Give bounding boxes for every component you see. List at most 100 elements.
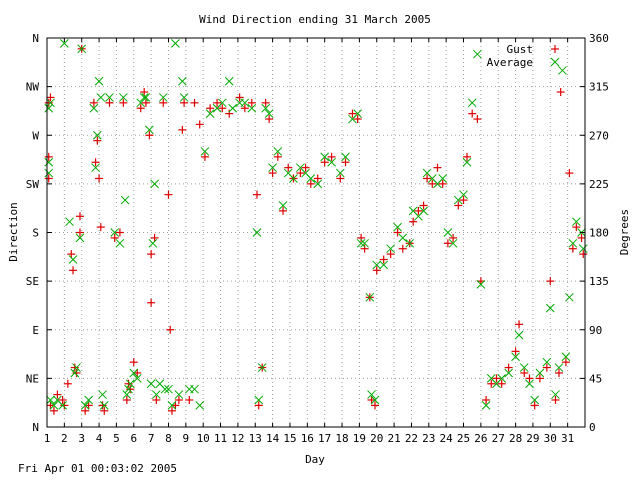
average-point xyxy=(98,390,107,399)
x-tick-label: 7 xyxy=(148,432,155,445)
average-point xyxy=(224,76,234,86)
x-tick-label: 6 xyxy=(130,432,137,445)
y-tick-label-right: 0 xyxy=(589,421,596,434)
gust-point xyxy=(301,163,310,172)
average-point xyxy=(341,152,350,162)
average-point xyxy=(146,379,156,389)
gust-point xyxy=(454,201,463,210)
legend-marker-average xyxy=(550,57,560,67)
average-point xyxy=(171,39,180,48)
average-point xyxy=(94,76,104,86)
average-point xyxy=(365,292,375,302)
gust-point xyxy=(247,98,256,107)
average-point xyxy=(568,238,578,248)
average-point xyxy=(68,255,78,264)
gust-point xyxy=(53,390,62,399)
gust-point xyxy=(190,98,199,107)
gust-point xyxy=(129,358,138,367)
gust-point xyxy=(313,174,322,183)
gust-point xyxy=(105,98,114,107)
gust-point xyxy=(200,152,209,161)
gust-point xyxy=(279,206,288,215)
average-point xyxy=(386,244,395,254)
average-point xyxy=(525,379,534,389)
average-point xyxy=(306,174,316,183)
gust-point xyxy=(296,169,305,178)
average-point xyxy=(44,168,54,178)
y-axis-label-left: Direction xyxy=(7,202,20,262)
y-tick-label-left: S xyxy=(32,227,39,240)
gust-point xyxy=(459,196,468,205)
average-point xyxy=(565,292,574,302)
legend-gust-symbol xyxy=(551,45,559,53)
gust-point xyxy=(261,98,270,107)
gust-point xyxy=(70,363,79,372)
x-tick-label: 10 xyxy=(197,432,210,445)
average-point xyxy=(519,363,529,372)
y-tick-label-left: E xyxy=(32,324,39,337)
average-point xyxy=(356,238,366,248)
gust-point xyxy=(218,104,227,113)
average-point xyxy=(571,217,581,227)
gust-point xyxy=(69,266,78,275)
x-tick-label: 18 xyxy=(335,432,348,445)
average-point xyxy=(367,390,376,399)
gust-point xyxy=(449,233,458,242)
legend-average-symbol xyxy=(550,57,560,67)
average-point xyxy=(542,357,552,367)
x-tick-label: 28 xyxy=(509,432,522,445)
gust-point xyxy=(341,158,350,167)
gust-point xyxy=(556,88,565,97)
average-point xyxy=(264,109,274,118)
generated-timestamp: Fri Apr 01 00:03:02 2005 xyxy=(18,462,177,475)
y-tick-label-right: 315 xyxy=(589,81,609,94)
gust-point xyxy=(327,152,336,161)
y-tick-label-left: W xyxy=(32,129,39,142)
x-tick-label: 1 xyxy=(44,432,51,445)
average-point xyxy=(535,368,545,378)
y-tick-label-left: N xyxy=(32,421,39,434)
average-point xyxy=(462,157,472,167)
average-point xyxy=(115,238,125,248)
y-tick-label-left: NE xyxy=(26,372,39,385)
average-point xyxy=(174,390,184,399)
gust-point xyxy=(492,374,501,383)
average-point xyxy=(167,401,177,410)
average-point xyxy=(75,233,85,243)
gust-point xyxy=(386,250,395,259)
average-point xyxy=(372,260,382,270)
gust-point xyxy=(568,244,577,253)
gust-point xyxy=(554,368,563,377)
gust-point xyxy=(409,217,418,226)
average-point xyxy=(141,93,151,102)
gust-point xyxy=(180,98,189,107)
average-point xyxy=(497,374,507,383)
average-point xyxy=(44,103,54,113)
y-tick-label-right: 180 xyxy=(589,227,609,240)
average-point xyxy=(545,303,555,313)
x-tick-label: 9 xyxy=(183,432,190,445)
average-point xyxy=(247,103,257,113)
average-point xyxy=(148,238,158,248)
average-point xyxy=(514,330,524,340)
x-tick-label: 2 xyxy=(61,432,68,445)
average-point xyxy=(92,130,102,140)
gust-point xyxy=(124,379,133,388)
gust-point xyxy=(265,115,274,124)
average-point xyxy=(443,228,453,237)
gust-point xyxy=(357,233,366,242)
gust-point xyxy=(89,98,98,107)
average-point xyxy=(119,93,128,102)
gust-point xyxy=(535,374,544,383)
average-point xyxy=(145,125,154,135)
average-point xyxy=(99,401,109,410)
average-point xyxy=(511,352,520,362)
average-point xyxy=(289,174,298,183)
gust-point xyxy=(75,228,84,237)
gust-point xyxy=(423,174,432,183)
y-tick-label-right: 135 xyxy=(589,275,609,288)
gust-point xyxy=(240,104,249,113)
data-points xyxy=(44,39,588,415)
average-point xyxy=(278,201,288,210)
average-point xyxy=(261,103,271,113)
